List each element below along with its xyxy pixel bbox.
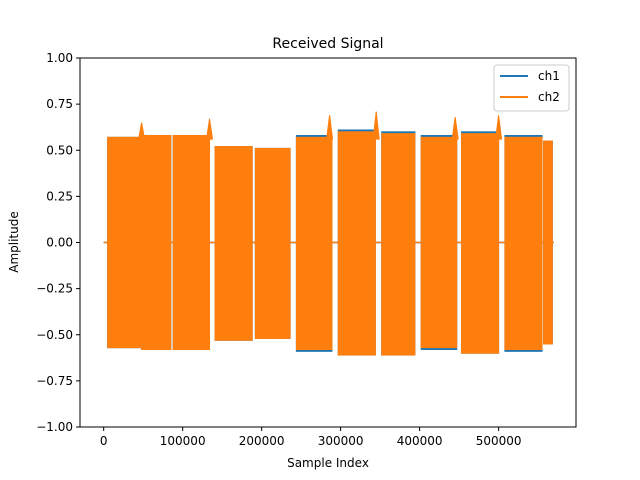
x-tick-label: 100000 [160, 434, 206, 448]
signal-burst [141, 134, 172, 351]
series-layer [103, 111, 554, 356]
series-ch2 [103, 111, 554, 356]
signal-burst [172, 134, 211, 351]
signal-burst [295, 136, 333, 351]
y-tick-label: 1.00 [46, 51, 73, 65]
signal-burst [504, 136, 543, 351]
signal-burst [460, 133, 500, 354]
signal-burst [420, 136, 458, 349]
x-axis-label: Sample Index [287, 456, 369, 470]
y-tick-label: 0.00 [46, 236, 73, 250]
signal-burst [337, 131, 376, 356]
x-tick-label: 500000 [476, 434, 522, 448]
x-tick-label: 300000 [318, 434, 364, 448]
signal-spike [372, 111, 380, 140]
x-tick-label: 0 [100, 434, 108, 448]
signal-spike [495, 115, 503, 140]
y-axis: −1.00 −0.75 −0.50 −0.25 0.00 0.25 0.50 0.75 1.00 [36, 51, 80, 434]
x-tick-label: 200000 [239, 434, 285, 448]
signal-spike [205, 118, 214, 140]
legend-label-ch1: ch1 [538, 69, 560, 83]
signal-burst [381, 133, 416, 356]
chart-title: Received Signal [272, 36, 383, 52]
signal-burst [107, 136, 143, 349]
x-tick-label: 400000 [397, 434, 443, 448]
plot-area [103, 111, 554, 356]
signal-spike [326, 115, 334, 140]
legend-label-ch2: ch2 [538, 90, 560, 104]
y-tick-label: −1.00 [36, 420, 73, 434]
signal-burst [214, 146, 253, 341]
signal-spike [451, 116, 459, 140]
y-tick-label: −0.50 [36, 328, 73, 342]
y-tick-label: −0.75 [36, 374, 73, 388]
y-tick-label: 0.50 [46, 143, 73, 157]
y-tick-label: −0.25 [36, 282, 73, 296]
y-axis-label: Amplitude [7, 211, 21, 273]
legend: ch1 ch2 [493, 64, 570, 112]
signal-spike [138, 122, 146, 140]
signal-burst [254, 147, 291, 339]
x-axis: 0 100000 200000 300000 400000 500000 [100, 427, 522, 448]
signal-burst [543, 140, 553, 345]
y-tick-label: 0.25 [46, 189, 73, 203]
y-tick-label: 0.75 [46, 97, 73, 111]
